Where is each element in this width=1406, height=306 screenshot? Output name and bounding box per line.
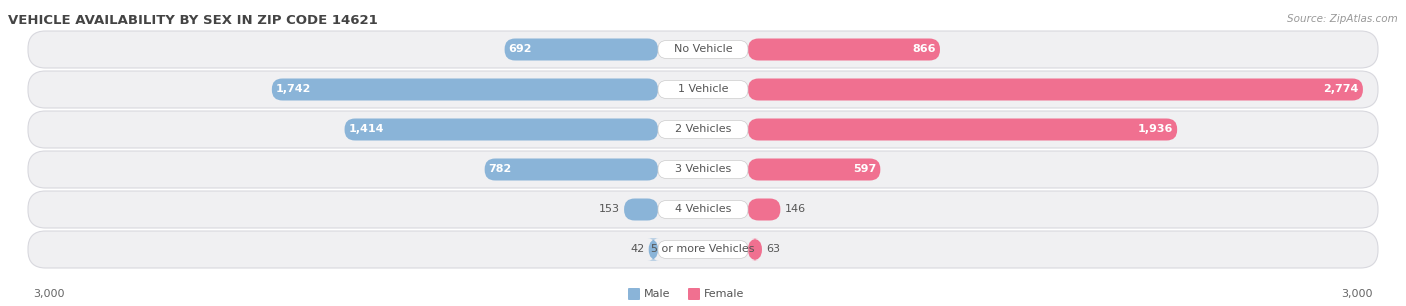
FancyBboxPatch shape xyxy=(271,79,658,100)
Text: 1,742: 1,742 xyxy=(276,84,311,95)
Text: 3,000: 3,000 xyxy=(32,289,65,299)
Text: 1,414: 1,414 xyxy=(349,125,384,135)
Text: 866: 866 xyxy=(912,44,936,54)
FancyBboxPatch shape xyxy=(648,238,659,260)
Text: 1 Vehicle: 1 Vehicle xyxy=(678,84,728,95)
FancyBboxPatch shape xyxy=(624,199,658,221)
Text: 42: 42 xyxy=(630,244,645,255)
FancyBboxPatch shape xyxy=(505,39,658,61)
Text: 146: 146 xyxy=(785,204,806,215)
Text: 692: 692 xyxy=(509,44,531,54)
Text: 2,774: 2,774 xyxy=(1323,84,1360,95)
Text: 3 Vehicles: 3 Vehicles xyxy=(675,165,731,174)
Text: Male: Male xyxy=(644,289,671,299)
Text: 3,000: 3,000 xyxy=(1341,289,1374,299)
FancyBboxPatch shape xyxy=(748,159,880,181)
Text: 63: 63 xyxy=(766,244,780,255)
FancyBboxPatch shape xyxy=(28,191,1378,228)
FancyBboxPatch shape xyxy=(344,118,658,140)
FancyBboxPatch shape xyxy=(658,40,748,58)
FancyBboxPatch shape xyxy=(748,118,1177,140)
FancyBboxPatch shape xyxy=(748,238,762,260)
FancyBboxPatch shape xyxy=(658,161,748,178)
Text: 2 Vehicles: 2 Vehicles xyxy=(675,125,731,135)
Text: 153: 153 xyxy=(599,204,620,215)
FancyBboxPatch shape xyxy=(628,288,640,300)
Text: VEHICLE AVAILABILITY BY SEX IN ZIP CODE 14621: VEHICLE AVAILABILITY BY SEX IN ZIP CODE … xyxy=(8,14,378,27)
FancyBboxPatch shape xyxy=(748,39,941,61)
FancyBboxPatch shape xyxy=(748,79,1362,100)
Text: Female: Female xyxy=(704,289,744,299)
FancyBboxPatch shape xyxy=(485,159,658,181)
Text: 597: 597 xyxy=(853,165,876,174)
FancyBboxPatch shape xyxy=(658,121,748,139)
FancyBboxPatch shape xyxy=(658,200,748,218)
Text: 4 Vehicles: 4 Vehicles xyxy=(675,204,731,215)
FancyBboxPatch shape xyxy=(28,31,1378,68)
FancyBboxPatch shape xyxy=(28,231,1378,268)
FancyBboxPatch shape xyxy=(748,199,780,221)
FancyBboxPatch shape xyxy=(28,111,1378,148)
Text: Source: ZipAtlas.com: Source: ZipAtlas.com xyxy=(1288,14,1398,24)
Text: 1,936: 1,936 xyxy=(1137,125,1173,135)
FancyBboxPatch shape xyxy=(28,71,1378,108)
FancyBboxPatch shape xyxy=(658,80,748,99)
Text: 782: 782 xyxy=(489,165,512,174)
Text: 5 or more Vehicles: 5 or more Vehicles xyxy=(651,244,755,255)
Text: No Vehicle: No Vehicle xyxy=(673,44,733,54)
FancyBboxPatch shape xyxy=(688,288,700,300)
FancyBboxPatch shape xyxy=(28,151,1378,188)
FancyBboxPatch shape xyxy=(658,241,748,259)
